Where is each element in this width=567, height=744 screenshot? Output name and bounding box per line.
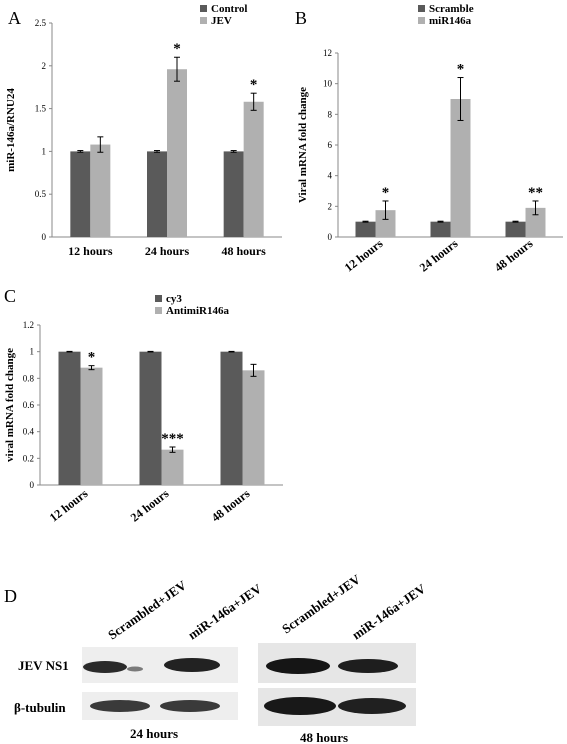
- y-tick-label: 12: [323, 48, 332, 58]
- y-tick-label: 1: [42, 146, 47, 156]
- lane-label-mir146a-24h: miR-146a+JEV: [185, 580, 265, 642]
- panel-letter-c: C: [4, 286, 16, 306]
- band-tubulin-mir146a-48h: [338, 698, 406, 714]
- y-tick-label: 0.8: [23, 373, 35, 383]
- y-tick-label: 4: [328, 171, 333, 181]
- x-category-label: 12 hours: [342, 236, 386, 275]
- legend-swatch: [200, 5, 207, 12]
- y-tick-label: 6: [328, 140, 333, 150]
- significance-marker: **: [528, 185, 543, 201]
- bar-cy3-0: [58, 351, 81, 485]
- panel-letter-b: B: [295, 8, 307, 28]
- chart-a: 0 0.5 1 1.5 2 2.5 miR-146a/RNU24 12 hours 24 hou…: [5, 3, 282, 258]
- bar-jev-1: [167, 69, 187, 237]
- x-category-label: 24 hours: [128, 486, 172, 525]
- bar-mir146a-1: [450, 99, 471, 237]
- row-label-jev-ns1: JEV NS1: [18, 658, 69, 673]
- bar-antimir146a-1: [161, 449, 184, 485]
- y-tick-label: 1.5: [35, 104, 47, 114]
- y-tick-label: 0.2: [23, 453, 34, 463]
- y-tick-label: 0: [42, 232, 47, 242]
- bar-scramble-1: [430, 221, 451, 237]
- y-tick-label: 2.5: [35, 18, 47, 28]
- legend-label: Scramble: [429, 3, 474, 15]
- band-ns1-scrambled-48h: [266, 658, 330, 674]
- western-blot: Scrambled+JEV miR-146a+JEV Scrambled+JEV…: [14, 571, 429, 744]
- significance-marker: ***: [161, 431, 184, 447]
- band-ns1-mir146a-48h: [338, 659, 398, 673]
- row-label-beta-tubulin: β-tubulin: [14, 700, 66, 715]
- panel-letter-d: D: [4, 586, 17, 606]
- lane-label-scrambled-24h: Scrambled+JEV: [105, 577, 189, 642]
- legend-label: AntimiR146a: [166, 305, 229, 317]
- x-category-label: 24 hours: [417, 236, 461, 275]
- x-category-label: 12 hours: [47, 486, 91, 525]
- bar-jev-0: [90, 144, 111, 237]
- y-tick-label: 0: [30, 480, 35, 490]
- y-tick-label: 1: [30, 347, 35, 357]
- y-axis-label: Viral mRNA fold change: [297, 87, 309, 203]
- significance-marker: *: [457, 62, 465, 78]
- x-category-label: 12 hours: [68, 244, 113, 258]
- bar-mir146a-2: [525, 207, 546, 237]
- y-axis-label: miR-146a/RNU24: [5, 88, 17, 172]
- y-tick-label: 2: [328, 201, 333, 211]
- legend-swatch: [155, 295, 162, 302]
- y-tick-label: 8: [328, 109, 333, 119]
- bar-mir146a-0: [375, 210, 396, 237]
- lane-label-scrambled-48h: Scrambled+JEV: [279, 571, 363, 636]
- panel-letter-a: A: [8, 8, 21, 28]
- band-tubulin-scrambled-48h: [264, 697, 336, 715]
- bar-scramble-0: [355, 221, 376, 237]
- bar-cy3-1: [139, 351, 162, 485]
- legend-swatch: [200, 17, 207, 24]
- lane-label-mir146a-48h: miR-146a+JEV: [349, 580, 429, 642]
- y-tick-label: 1.2: [23, 320, 34, 330]
- bar-jev-2: [243, 101, 264, 237]
- legend-label: cy3: [166, 293, 182, 305]
- timepoint-48h: 48 hours: [300, 730, 348, 744]
- legend-swatch: [418, 17, 425, 24]
- bar-cy3-2: [220, 351, 243, 485]
- bar-antimir146a-2: [242, 370, 265, 485]
- bar-control-2: [223, 151, 244, 237]
- significance-marker: *: [382, 185, 390, 201]
- bar-scramble-2: [505, 221, 526, 237]
- band-tubulin-mir146a-24h: [160, 700, 220, 712]
- significance-marker: *: [173, 41, 181, 57]
- significance-marker: *: [88, 350, 96, 366]
- legend-swatch: [418, 5, 425, 12]
- bar-antimir146a-0: [80, 367, 103, 485]
- timepoint-24h: 24 hours: [130, 726, 178, 741]
- bar-control-0: [70, 151, 91, 237]
- significance-marker: *: [250, 77, 258, 93]
- legend-label: Control: [211, 3, 247, 15]
- legend-label: JEV: [211, 15, 232, 27]
- bar-control-1: [147, 151, 167, 237]
- legend-label: miR146a: [429, 15, 472, 27]
- y-tick-label: 0: [328, 232, 333, 242]
- band-ns1-scrambled-24h: [83, 661, 127, 673]
- x-category-label: 48 hours: [492, 236, 536, 275]
- y-tick-label: 0.5: [35, 189, 47, 199]
- y-axis-label: viral mRNA fold change: [4, 348, 16, 462]
- x-category-label: 48 hours: [221, 244, 266, 258]
- x-category-label: 48 hours: [209, 486, 253, 525]
- y-tick-label: 0.4: [23, 427, 35, 437]
- legend-swatch: [155, 307, 162, 314]
- x-category-label: 24 hours: [145, 244, 190, 258]
- chart-c: 0 0.2 0.4 0.6 0.8 1 1.2 viral mRNA fold change 1…: [4, 293, 283, 525]
- y-tick-label: 2: [42, 61, 47, 71]
- y-tick-label: 10: [323, 79, 333, 89]
- band-tubulin-scrambled-24h: [90, 700, 150, 712]
- y-tick-label: 0.6: [23, 400, 35, 410]
- band-ns1-mir146a-24h: [164, 658, 220, 672]
- chart-b: 0 2 4 6 8 10 12 Viral mRNA fold change 12 hours 2…: [297, 3, 563, 275]
- band-ns1-faint-24h: [127, 666, 143, 672]
